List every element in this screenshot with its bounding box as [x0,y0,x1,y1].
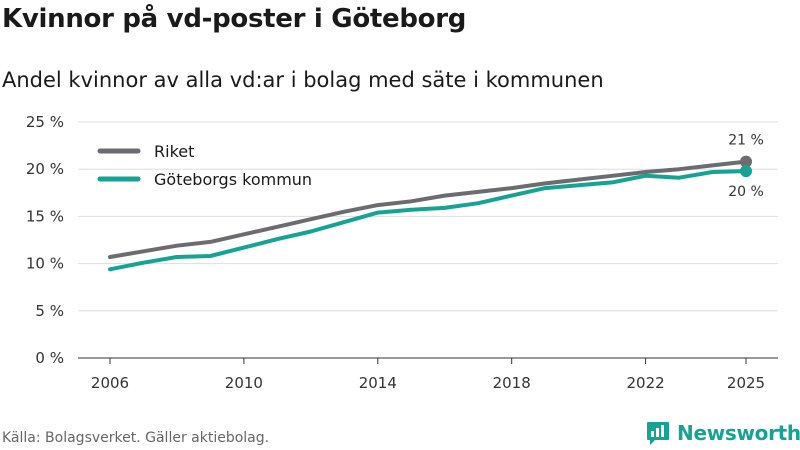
newsworthy-logo-icon [647,422,669,445]
source-note: Källa: Bolagsverket. Gäller aktiebolag. [2,430,270,446]
end-marker [740,165,752,178]
series-layer [108,155,752,272]
y-tick-label: 0 % [35,349,64,367]
y-tick-label: 15 % [26,207,64,225]
x-tick-label: 2014 [359,374,397,392]
legend-label: Riket [154,142,194,161]
x-tick-label: 2006 [91,374,129,392]
y-tick-label: 10 % [26,255,64,273]
y-tick-label: 25 % [26,113,64,131]
brand-logo: Newsworthy [645,420,800,446]
end-value-label: 20 % [728,184,764,200]
series-line-goteborg [108,169,748,272]
x-tick-label: 2018 [493,374,531,392]
end-marker [740,155,752,168]
y-tick-label: 20 % [26,160,64,178]
x-tick-label: 2022 [626,374,664,392]
axis-layer: 0 % 5 % 10 % 15 % 20 % 25 % 2006 2010 2014 2018 20… [26,113,765,392]
label-layer: 21 % 20 % [728,133,764,200]
chart-title: Kvinnor på vd-poster i Göteborg [2,4,467,34]
x-tick-label: 2010 [225,374,263,392]
grid-layer [78,121,778,359]
brand-name: Newsworthy [677,421,800,445]
x-tick-label: 2025 [727,374,765,392]
series-line-riket [108,159,748,259]
legend-label: Göteborgs kommun [154,170,312,189]
legend: Riket Göteborgs kommun [97,142,312,189]
y-tick-label: 5 % [35,302,64,320]
end-value-label: 21 % [728,133,764,149]
chart-subtitle: Andel kvinnor av alla vd:ar i bolag med … [2,68,604,92]
